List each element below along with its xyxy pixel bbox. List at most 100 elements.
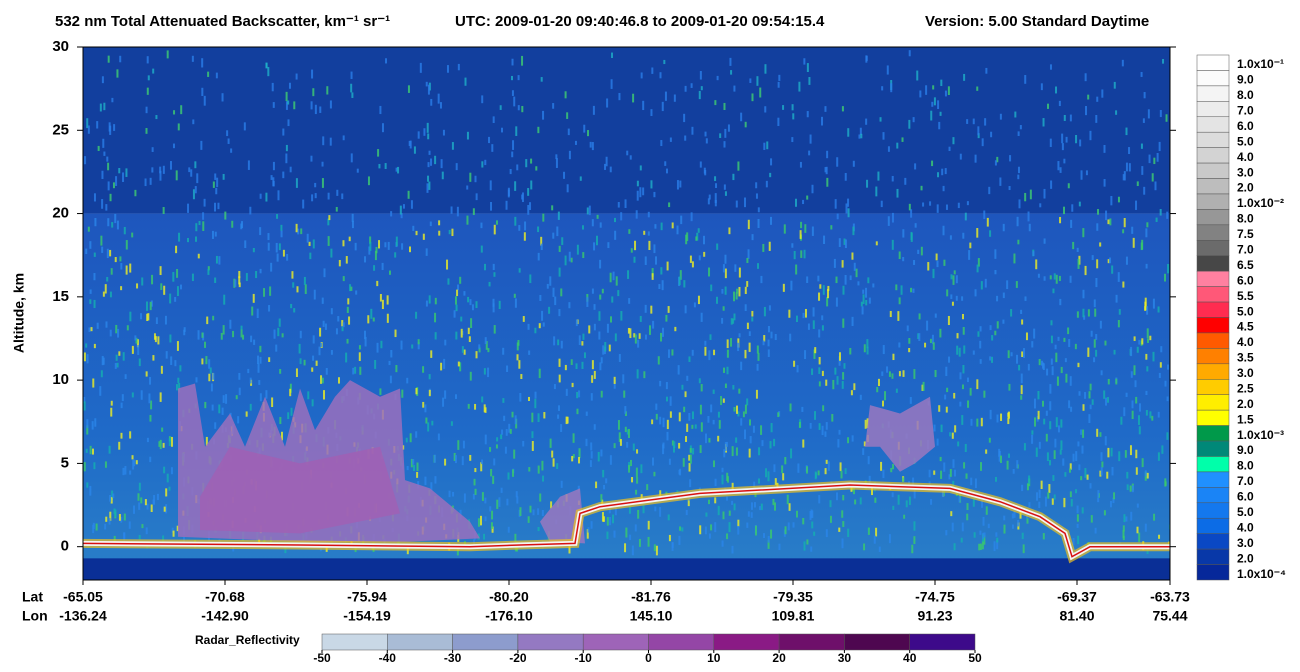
backscatter-speck <box>122 172 125 182</box>
backscatter-speck <box>1015 281 1018 288</box>
backscatter-speck <box>453 310 456 318</box>
backscatter-speck <box>151 147 154 152</box>
backscatter-speck <box>976 379 979 390</box>
backscatter-speck <box>853 262 856 271</box>
backscatter-speck <box>723 141 726 148</box>
backscatter-speck <box>940 470 943 479</box>
backscatter-speck <box>338 377 341 384</box>
backscatter-speck <box>140 390 143 400</box>
backscatter-speck <box>558 358 561 367</box>
backscatter-speck <box>474 175 477 183</box>
backscatter-speck <box>681 527 684 532</box>
lat-tick-label: -63.73 <box>1150 589 1190 605</box>
backscatter-speck <box>631 545 634 556</box>
backscatter-speck <box>980 417 983 427</box>
backscatter-speck <box>810 546 813 552</box>
backscatter-speck <box>270 175 273 180</box>
backscatter-speck <box>747 219 750 230</box>
backscatter-speck <box>642 100 645 111</box>
backscatter-speck <box>528 350 531 355</box>
backscatter-speck <box>175 170 178 181</box>
backscatter-speck <box>364 256 367 263</box>
backscatter-speck <box>259 193 262 199</box>
backscatter-speck <box>374 250 377 261</box>
colorbar-box <box>1196 131 1230 148</box>
backscatter-speck <box>765 180 768 188</box>
backscatter-speck <box>911 544 914 554</box>
backscatter-speck <box>342 240 345 247</box>
backscatter-speck <box>348 236 351 242</box>
backscatter-speck <box>1049 460 1052 466</box>
backscatter-speck <box>635 467 638 478</box>
backscatter-speck <box>514 298 517 308</box>
backscatter-speck <box>93 462 96 470</box>
backscatter-speck <box>285 91 288 102</box>
backscatter-speck <box>891 492 894 498</box>
backscatter-speck <box>823 235 826 245</box>
backscatter-speck <box>519 392 522 402</box>
backscatter-speck <box>898 297 901 305</box>
backscatter-speck <box>802 199 805 205</box>
backscatter-speck <box>460 316 463 322</box>
backscatter-speck <box>821 325 824 331</box>
backscatter-speck <box>996 537 999 543</box>
backscatter-speck <box>102 138 105 148</box>
backscatter-speck <box>335 206 338 212</box>
radar-tick-label: 10 <box>707 651 721 665</box>
backscatter-speck <box>691 424 694 429</box>
backscatter-speck <box>1037 273 1040 278</box>
backscatter-speck <box>120 517 123 523</box>
backscatter-speck <box>1010 352 1013 357</box>
backscatter-speck <box>1109 257 1112 264</box>
backscatter-speck <box>358 352 361 361</box>
backscatter-speck <box>176 286 179 297</box>
backscatter-speck <box>1166 396 1169 402</box>
backscatter-speck <box>764 64 767 74</box>
backscatter-speck <box>493 325 496 334</box>
backscatter-speck <box>824 106 827 112</box>
backscatter-speck <box>104 523 107 530</box>
backscatter-speck <box>170 436 173 447</box>
backscatter-speck <box>502 398 505 403</box>
y-tick-label: 10 <box>52 371 69 388</box>
backscatter-speck <box>221 407 224 415</box>
backscatter-speck <box>311 399 314 407</box>
backscatter-speck <box>524 221 527 231</box>
backscatter-speck <box>527 516 530 523</box>
backscatter-speck <box>961 415 964 425</box>
backscatter-speck <box>851 252 854 260</box>
backscatter-speck <box>953 392 956 399</box>
backscatter-speck <box>464 77 467 86</box>
backscatter-speck <box>1111 466 1114 476</box>
backscatter-speck <box>495 444 498 449</box>
backscatter-speck <box>1118 451 1121 462</box>
backscatter-speck <box>945 366 948 377</box>
colorbar-box <box>1196 379 1230 395</box>
backscatter-speck <box>714 497 717 504</box>
backscatter-speck <box>961 522 964 532</box>
backscatter-speck <box>325 368 328 375</box>
backscatter-speck <box>710 284 713 292</box>
backscatter-speck <box>1124 450 1127 458</box>
backscatter-speck <box>1020 395 1023 400</box>
backscatter-speck <box>678 469 681 475</box>
backscatter-speck <box>985 506 988 515</box>
backscatter-speck <box>131 345 134 354</box>
backscatter-speck <box>109 494 112 502</box>
backscatter-speck <box>945 406 948 413</box>
backscatter-speck <box>431 420 434 426</box>
backscatter-speck <box>913 536 916 544</box>
backscatter-speck <box>887 216 890 226</box>
backscatter-speck <box>746 281 749 287</box>
backscatter-speck <box>1165 114 1168 122</box>
backscatter-speck <box>704 346 707 356</box>
backscatter-speck <box>168 438 171 447</box>
colorbar-label: 9.0 <box>1237 443 1254 457</box>
backscatter-speck <box>311 194 314 202</box>
backscatter-speck <box>1046 452 1049 461</box>
backscatter-speck <box>277 327 280 337</box>
backscatter-speck <box>85 343 88 348</box>
backscatter-speck <box>866 418 869 428</box>
backscatter-speck <box>528 396 531 401</box>
